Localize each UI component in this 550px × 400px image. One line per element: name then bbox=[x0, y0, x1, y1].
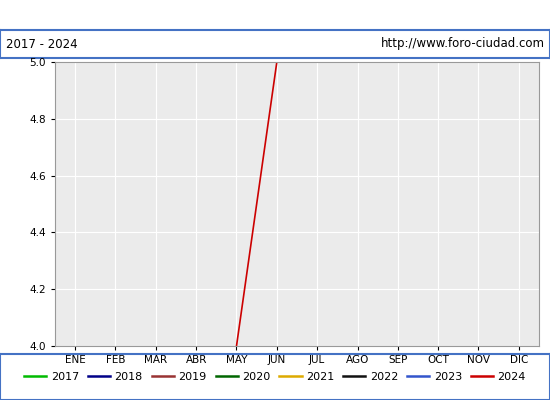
Legend: 2017, 2018, 2019, 2020, 2021, 2022, 2023, 2024: 2017, 2018, 2019, 2020, 2021, 2022, 2023… bbox=[24, 372, 526, 382]
Text: Evolucion num de emigrantes en Tejada: Evolucion num de emigrantes en Tejada bbox=[122, 8, 428, 22]
Text: 2017 - 2024: 2017 - 2024 bbox=[6, 38, 77, 50]
Text: http://www.foro-ciudad.com: http://www.foro-ciudad.com bbox=[381, 38, 544, 50]
